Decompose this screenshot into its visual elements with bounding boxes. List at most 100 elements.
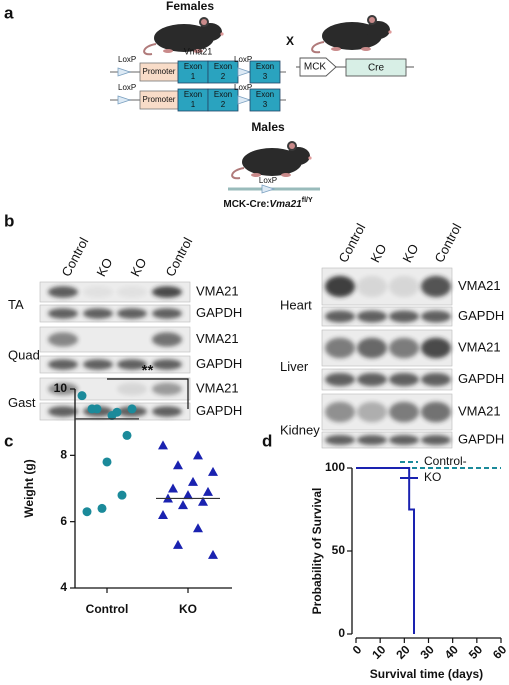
band <box>421 310 451 323</box>
band <box>357 401 387 423</box>
cre-construct: MCK Cre <box>296 57 414 77</box>
data-point <box>117 490 127 500</box>
data-point <box>122 430 132 440</box>
tissue-label: Liver <box>280 359 309 374</box>
lane-label: KO <box>367 241 389 265</box>
genotype-label: MCK-Cre:Vma21fl/Y <box>223 197 313 210</box>
band <box>325 435 355 445</box>
data-point <box>208 466 218 476</box>
data-point <box>77 391 87 401</box>
band <box>421 275 451 298</box>
x-tick-label: 0 <box>350 642 365 657</box>
band <box>152 308 182 319</box>
x-tick-label: KO <box>179 602 197 616</box>
loxp-label: LoxP <box>234 83 252 92</box>
protein-label: GAPDH <box>458 308 504 323</box>
band <box>48 332 78 347</box>
band <box>357 275 387 298</box>
data-point <box>97 503 107 513</box>
x-tick-label: 30 <box>418 642 438 662</box>
tissue-label: Gast <box>8 395 36 410</box>
x-tick-label: 40 <box>442 642 462 662</box>
data-point <box>82 507 92 517</box>
band <box>117 286 147 298</box>
lane-label: KO <box>127 255 149 279</box>
data-point <box>178 500 188 510</box>
loxp-label: LoxP <box>259 176 277 185</box>
lane-label: KO <box>399 241 421 265</box>
panel-label: a <box>4 3 14 22</box>
band <box>389 401 419 423</box>
data-point <box>158 440 168 450</box>
blot-strip <box>39 281 191 303</box>
promoter-label: Promoter <box>143 67 176 76</box>
males-label: Males <box>251 120 285 134</box>
band <box>357 372 387 387</box>
legend-label: Control- <box>424 454 467 468</box>
band <box>117 308 147 319</box>
y-tick-label: 0 <box>338 626 345 640</box>
legend-label: KO <box>424 470 441 484</box>
mck-label: MCK <box>304 62 327 73</box>
band <box>152 382 182 396</box>
band <box>152 359 182 370</box>
band <box>152 406 182 417</box>
band <box>357 435 387 445</box>
western-blots: Control KO KO ControlTAVMA21GAPDHQuadVMA21G… <box>8 221 504 449</box>
y-tick-label: 10 <box>54 381 68 395</box>
x-tick-label: 20 <box>393 642 413 662</box>
band <box>421 401 451 423</box>
lane-label: Control <box>431 221 464 265</box>
protein-label: VMA21 <box>458 403 501 418</box>
genotype-prefix: MCK-Cre: <box>223 199 269 210</box>
band <box>325 337 355 359</box>
loxp-site <box>261 184 276 194</box>
data-point <box>102 457 112 467</box>
tissue-label: TA <box>8 297 24 312</box>
band <box>117 382 147 396</box>
band <box>48 359 78 370</box>
data-point <box>127 404 137 414</box>
blot-strip <box>39 304 191 323</box>
y-axis-label: Probability of Survival <box>310 488 324 615</box>
band <box>325 401 355 423</box>
y-tick-label: 100 <box>325 460 345 474</box>
band <box>357 337 387 359</box>
gene-label: Vma21 <box>184 46 213 56</box>
significance-label: ** <box>142 362 154 379</box>
band <box>421 372 451 387</box>
lane-label: Control <box>335 221 368 265</box>
protein-label: GAPDH <box>196 403 242 418</box>
data-point <box>193 523 203 533</box>
data-point <box>183 490 193 500</box>
y-tick-label: 8 <box>60 448 67 462</box>
data-point <box>168 483 178 493</box>
blot-strip <box>39 377 191 401</box>
exon-number: 3 <box>263 72 268 81</box>
protein-label: GAPDH <box>458 371 504 386</box>
exon-number: 3 <box>263 100 268 109</box>
band <box>325 310 355 323</box>
cre-label: Cre <box>368 63 385 74</box>
band <box>357 310 387 323</box>
significance-bracket <box>107 378 189 409</box>
survival-line <box>356 467 415 634</box>
data-point <box>173 460 183 470</box>
protein-label: VMA21 <box>196 283 239 298</box>
exon-label: Exon <box>256 90 274 99</box>
exon-number: 1 <box>191 72 196 81</box>
y-axis-label: Weight (g) <box>22 459 36 517</box>
band <box>389 372 419 387</box>
y-tick-label: 4 <box>60 580 67 594</box>
band <box>389 435 419 445</box>
lane-label: Control <box>162 235 195 279</box>
x-axis-label: Survival time (days) <box>370 667 483 681</box>
band <box>325 372 355 387</box>
protein-label: VMA21 <box>458 278 501 293</box>
tissue-label: Kidney <box>280 422 320 437</box>
genotype-superscript: fl/Y <box>302 197 313 204</box>
data-point <box>203 486 213 496</box>
exon-label: Exon <box>184 62 202 71</box>
data-point <box>158 510 168 520</box>
